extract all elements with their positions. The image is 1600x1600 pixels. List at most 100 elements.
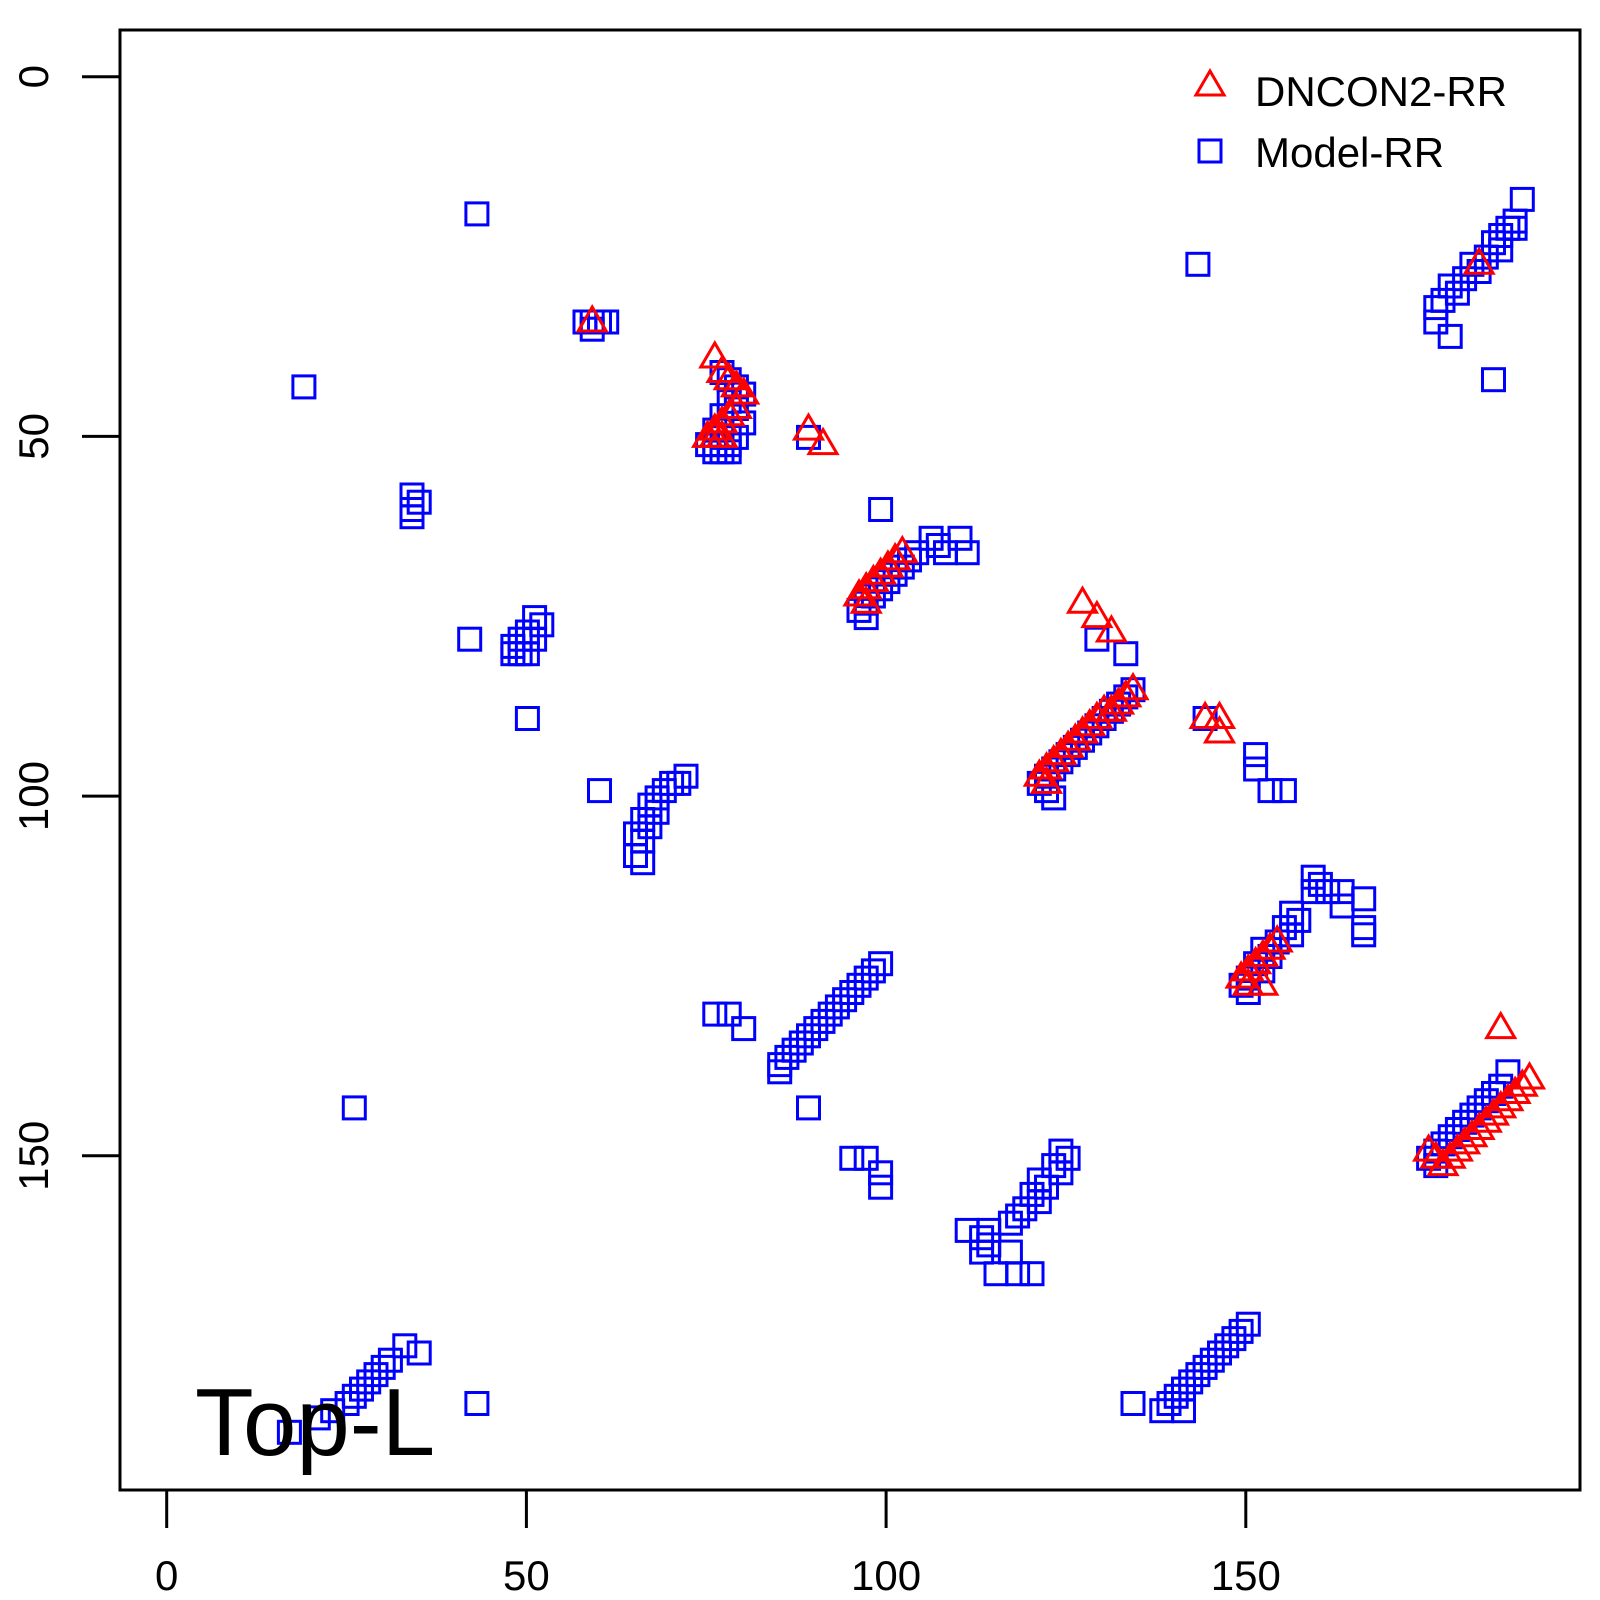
model-rr-point-148 xyxy=(774,1044,800,1070)
model-rr-point-100 xyxy=(673,763,699,789)
model-rr-point-119 xyxy=(1351,886,1377,912)
model-rr-point-67 xyxy=(529,612,555,638)
dncon2-rr-point-32 xyxy=(1080,700,1114,729)
model-rr-point-212 xyxy=(363,1362,389,1388)
dncon2-rr-point-50 xyxy=(1224,960,1258,989)
model-rr-point-198 xyxy=(1199,1347,1225,1373)
model-rr-point-193 xyxy=(1235,1311,1261,1337)
model-rr-point-141 xyxy=(824,994,850,1020)
dncon2-rr-point-49 xyxy=(1231,952,1265,982)
dncon2-rr-point-19 xyxy=(863,556,898,585)
model-rr-point-142 xyxy=(817,1001,843,1027)
model-rr-point-6 xyxy=(1502,215,1528,241)
model-rr-point-140 xyxy=(832,987,858,1013)
model-rr-point-114 xyxy=(1300,864,1326,890)
model-rr-point-220 xyxy=(464,1391,490,1416)
model-rr-point-17 xyxy=(1423,295,1449,321)
model-rr-point-147 xyxy=(781,1037,807,1063)
model-rr-point-175 xyxy=(1041,1153,1067,1179)
model-rr-point-71 xyxy=(500,633,526,659)
x-tick-label-50: 50 xyxy=(503,1552,550,1599)
dncon2-rr-point-31 xyxy=(1087,693,1121,722)
dncon2-rr-point-37 xyxy=(1044,736,1078,766)
model-rr-point-94 xyxy=(1041,785,1067,811)
model-rr-point-154 xyxy=(796,1095,821,1121)
model-rr-point-136 xyxy=(860,958,886,984)
y-tick-label-150: 150 xyxy=(10,1121,57,1191)
model-rr-point-143 xyxy=(810,1008,836,1034)
model-rr-point-66 xyxy=(522,605,548,631)
dncon2-rr-point-47 xyxy=(1246,938,1280,967)
model-rr-point-74 xyxy=(500,641,526,667)
model-rr-point-113 xyxy=(587,778,612,804)
model-rr-point-183 xyxy=(997,1210,1023,1236)
model-rr-point-103 xyxy=(651,778,677,804)
model-rr-point-52 xyxy=(925,533,951,558)
dncon2-rr-point-60 xyxy=(1469,1104,1503,1133)
model-rr-point-11 xyxy=(1459,251,1485,277)
dncon2-rr-point-61 xyxy=(1462,1111,1496,1140)
model-rr-point-144 xyxy=(803,1016,829,1042)
model-rr-point-174 xyxy=(1055,1145,1081,1171)
model-rr-point-9 xyxy=(1488,237,1514,263)
model-rr-point-48 xyxy=(399,497,425,522)
model-rr-point-210 xyxy=(377,1347,403,1373)
model-rr-point-20 xyxy=(1481,367,1506,393)
dncon2-rr-point-34 xyxy=(1065,715,1100,744)
model-rr-point-177 xyxy=(1026,1167,1052,1193)
model-rr-point-207 xyxy=(1120,1391,1146,1416)
dncon2-rr-point-15 xyxy=(806,426,840,456)
model-rr-point-99 xyxy=(1271,778,1297,804)
model-rr-point-47 xyxy=(406,489,432,515)
model-rr-point-152 xyxy=(716,1001,742,1027)
model-rr-point-184 xyxy=(954,1217,980,1243)
dncon2-rr-point-14 xyxy=(791,412,826,441)
model-rr-point-14 xyxy=(1437,273,1463,299)
model-rr-point-106 xyxy=(644,799,670,825)
model-rr-point-15 xyxy=(1444,280,1470,306)
model-rr-point-171 xyxy=(868,1160,894,1186)
model-rr-point-132 xyxy=(1235,980,1261,1005)
model-rr-point-170 xyxy=(853,1145,879,1171)
legend: DNCON2-RR Model-RR xyxy=(1193,68,1507,176)
dncon2-rr-point-4 xyxy=(712,361,746,391)
model-rr-point-131 xyxy=(1228,972,1254,998)
dncon2-rr-point-41 xyxy=(1029,765,1064,794)
top-l-annotation: Top-L xyxy=(195,1369,435,1476)
model-rr-point-137 xyxy=(853,965,879,991)
model-rr-point-168 xyxy=(341,1095,367,1121)
model-rr-point-121 xyxy=(1279,900,1305,926)
model-rr-point-139 xyxy=(839,980,865,1005)
model-rr-point-0 xyxy=(464,201,490,227)
model-rr-point-202 xyxy=(1171,1376,1196,1402)
dncon2-rr-point-21 xyxy=(849,570,883,600)
legend-marker-dncon2-rr xyxy=(1193,68,1227,97)
dncon2-rr-point-55 xyxy=(1505,1068,1539,1097)
dncon2-rr-point-22 xyxy=(842,578,876,607)
dncon2-rr-point-24 xyxy=(1065,585,1100,614)
model-rr-point-145 xyxy=(796,1023,821,1049)
model-rr-point-101 xyxy=(666,770,692,796)
model-rr-point-97 xyxy=(1243,756,1269,782)
model-rr-point-209 xyxy=(406,1340,432,1366)
model-rr-point-203 xyxy=(1163,1383,1189,1409)
dncon2-rr-point-52 xyxy=(1231,967,1265,996)
model-rr-point-124 xyxy=(1279,922,1305,948)
model-rr-point-218 xyxy=(305,1405,331,1431)
model-rr-point-18 xyxy=(1423,309,1449,335)
model-rr-point-112 xyxy=(630,850,656,876)
model-rr-point-149 xyxy=(767,1052,793,1078)
dncon2-rr-point-10 xyxy=(698,412,732,441)
dncon2-rr-point-57 xyxy=(1491,1082,1525,1112)
model-rr-point-135 xyxy=(868,951,894,977)
model-rr-point-195 xyxy=(1221,1326,1247,1352)
dncon2-rr-point-17 xyxy=(878,541,912,571)
model-rr-point-4 xyxy=(1502,208,1528,234)
dncon2-rr-point-59 xyxy=(1476,1097,1511,1126)
model-rr-point-8 xyxy=(1481,230,1506,256)
model-rr-point-122 xyxy=(1286,907,1312,933)
model-rr-point-196 xyxy=(1214,1333,1240,1359)
series-model-rr xyxy=(276,186,1535,1445)
dncon2-rr-point-25 xyxy=(1080,599,1114,629)
model-rr-point-190 xyxy=(983,1261,1009,1287)
